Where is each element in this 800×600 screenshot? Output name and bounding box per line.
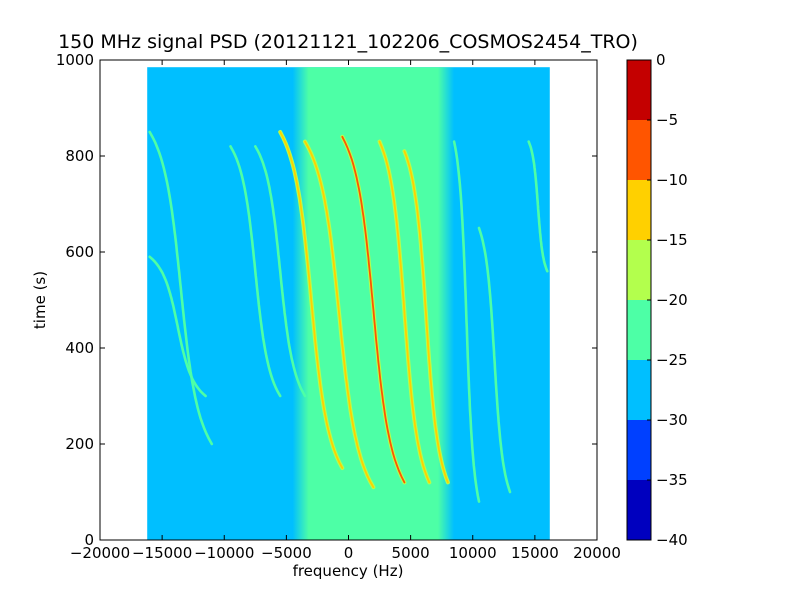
colorbar-segment <box>627 240 651 300</box>
trace-9 <box>402 149 450 485</box>
colorbar-segment <box>627 360 651 420</box>
colorbar-tick-label: −35 <box>656 471 688 489</box>
x-tick-label: −10000 <box>194 544 254 562</box>
x-tick-label: 5000 <box>392 544 430 562</box>
colorbar-tick-label: −20 <box>656 291 688 309</box>
colorbar-tick-label: −5 <box>656 111 678 129</box>
trace-4 <box>254 145 307 398</box>
y-tick-label: 400 <box>65 339 94 357</box>
chart-title: 150 MHz signal PSD (20121121_102206_COSM… <box>58 31 638 53</box>
trace-core <box>148 130 214 446</box>
x-tick-label: 10000 <box>449 544 497 562</box>
trace-5 <box>278 130 345 470</box>
colorbar-tick-label: −40 <box>656 531 688 549</box>
trace-3 <box>229 145 282 398</box>
colorbar-segment <box>627 480 651 540</box>
trace-2 <box>148 130 214 446</box>
colorbar-segment <box>627 180 651 240</box>
x-tick-label: −5000 <box>261 544 312 562</box>
colorbar: −40 −35 −30 −25 −20 −15 −10 −5 0 <box>626 51 688 549</box>
colorbar-tick-label: −10 <box>656 171 688 189</box>
colorbar-tick-label: 0 <box>656 51 666 69</box>
x-axis-label: frequency (Hz) <box>293 562 404 580</box>
x-tick-label: 20000 <box>573 544 621 562</box>
heatmap-area <box>147 67 550 540</box>
trace-core <box>341 135 406 484</box>
y-tick-label: 800 <box>65 147 94 165</box>
y-axis-label: time (s) <box>31 271 49 329</box>
y-tick-label: 600 <box>65 243 94 261</box>
trace-core <box>254 145 307 398</box>
trace-core <box>279 131 344 469</box>
trace-core <box>452 140 481 503</box>
colorbar-tick-label: −15 <box>656 231 688 249</box>
colorbar-segment <box>627 300 651 360</box>
trace-12 <box>527 140 549 273</box>
colorbar-tick-label: −30 <box>656 411 688 429</box>
y-tick-label: 200 <box>65 435 94 453</box>
trace-8 <box>377 139 432 485</box>
x-tick-label: 0 <box>344 544 354 562</box>
x-tick-label: −15000 <box>132 544 192 562</box>
colorbar-segment <box>627 120 651 180</box>
trace-core <box>304 140 375 489</box>
trace-6 <box>303 139 376 490</box>
trace-core <box>229 145 282 398</box>
trace-10 <box>452 140 481 503</box>
colorbar-segment <box>627 60 651 120</box>
signal-traces <box>148 130 549 503</box>
y-tick-label: 1000 <box>56 51 94 69</box>
x-axis: −20000 −15000 −10000 −5000 0 5000 10000 15000 20… <box>70 60 621 562</box>
y-axis: 0 200 400 600 800 1000 <box>56 51 597 549</box>
colorbar-tick-label: −25 <box>656 351 688 369</box>
trace-core <box>527 140 549 273</box>
trace-11 <box>477 226 512 494</box>
trace-core <box>477 226 512 494</box>
y-tick-label: 0 <box>84 531 94 549</box>
trace-7 <box>340 134 407 485</box>
x-tick-label: −20000 <box>70 544 130 562</box>
x-tick-label: 15000 <box>511 544 559 562</box>
trace-core <box>403 150 449 484</box>
trace-core <box>378 140 431 484</box>
colorbar-segment <box>627 420 651 480</box>
